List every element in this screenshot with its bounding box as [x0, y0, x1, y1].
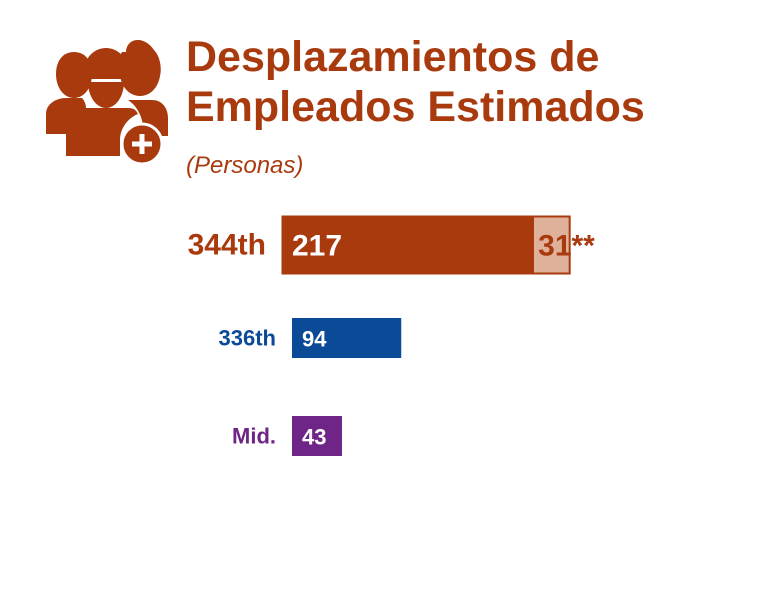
title-line-2: Empleados Estimados — [186, 83, 645, 131]
bar-secondary-344th — [534, 216, 571, 274]
value-label-336th: 94 — [302, 327, 327, 352]
title-line-1: Desplazamientos de — [186, 33, 600, 81]
bar-outline-344th — [281, 215, 571, 275]
category-label-336th: 336th — [219, 326, 276, 351]
value-label-344th: 217 — [292, 230, 342, 263]
bar-mid — [292, 416, 342, 456]
value-label-mid: 43 — [302, 425, 326, 450]
chart-title: Desplazamientos de Empleados Estimados — [186, 32, 645, 132]
category-label-mid: Mid. — [232, 424, 276, 449]
bar-344th — [282, 216, 535, 274]
bar-336th — [292, 318, 402, 358]
category-label-344th: 344th — [188, 229, 266, 262]
value-label-secondary-344th: 31** — [538, 230, 595, 263]
chart-subtitle: (Personas) — [186, 152, 304, 179]
employees-group-plus-icon — [44, 38, 170, 166]
